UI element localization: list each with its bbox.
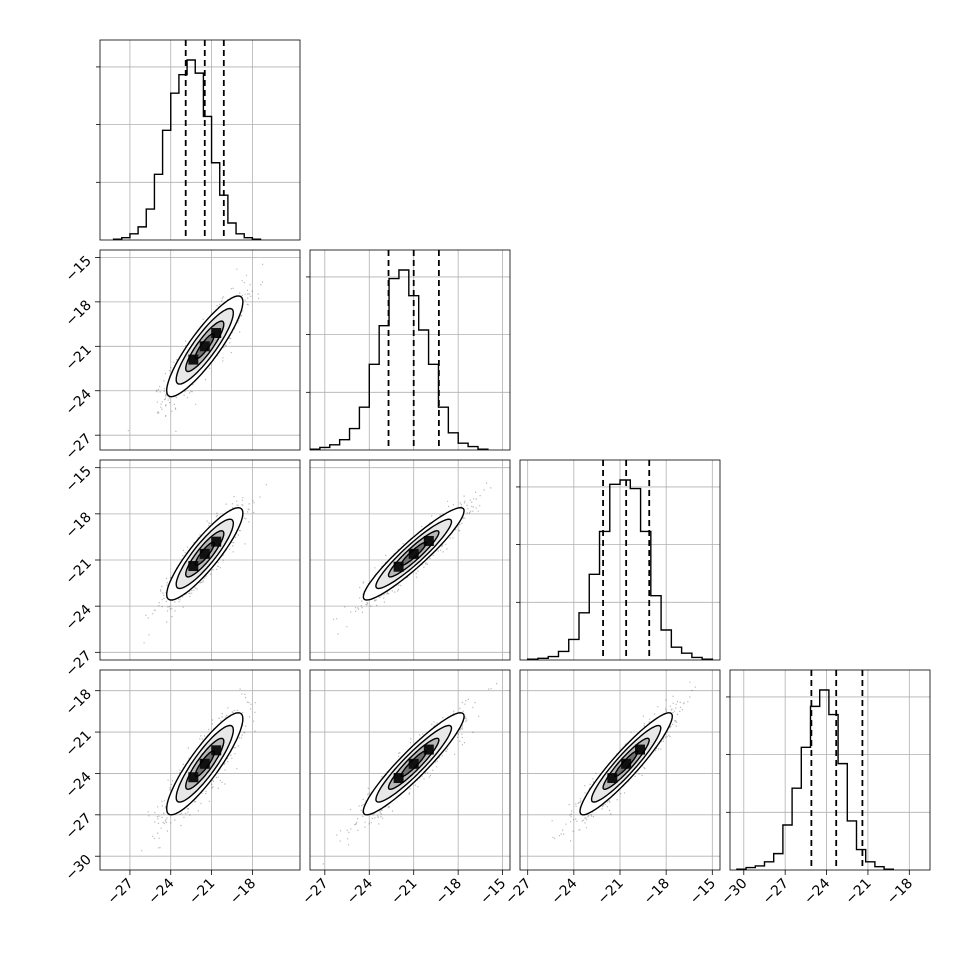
y-tick-label: −15 [63,253,95,285]
contour-line [175,307,235,385]
density-core [188,772,199,783]
y-tick-label: −27 [63,431,95,463]
x-tick-label: −21 [388,876,420,908]
contour-line [387,530,440,578]
x-tick-label: −15 [477,876,509,908]
contour-line [184,530,225,578]
density-core [199,548,210,559]
density-core [607,773,618,784]
contour-line [590,724,662,803]
x-tick-label: −21 [843,876,875,908]
x-tick-label: −24 [548,875,580,907]
density-core [621,758,632,769]
hist-frame [99,39,301,241]
panel-frame [99,249,301,451]
scatter-panel-1-3 [100,460,300,660]
density-core [199,341,210,352]
contour-line [194,541,215,567]
contour-line [184,737,225,791]
hist-frame [519,459,721,661]
y-tick-label: −27 [63,648,95,680]
density-core [211,327,222,338]
panel-frame [309,669,511,871]
y-tick-label: −21 [63,728,95,760]
contour-line [375,518,453,590]
x-tick-label: −18 [433,876,465,908]
x-tick-label: −18 [884,876,916,908]
histogram-step [526,479,714,660]
density-core [199,758,210,769]
contour-line [175,724,234,803]
contour-line [184,320,225,373]
scatter-panel-3-4 [520,670,720,870]
contour-line [194,332,216,360]
density-core [408,548,419,559]
hist-panel-2 [310,250,510,450]
density-core [188,561,199,572]
density-core [635,744,645,755]
x-tick-label: −30 [718,876,750,908]
contour-line [362,506,465,601]
y-tick-label: −21 [63,556,95,588]
panel-frame [309,459,511,661]
x-tick-label: −24 [801,875,833,907]
density-core [423,744,434,755]
y-tick-label: −24 [63,602,95,634]
y-tick-label: −27 [63,810,95,842]
hist-panel-1 [100,40,300,240]
scatter-panel-1-2 [100,250,300,450]
y-tick-label: −30 [63,852,95,884]
contour-line [602,737,650,790]
x-tick-label: −24 [344,875,376,907]
density-core [211,536,222,547]
y-tick-label: −24 [63,769,95,801]
contour-line [613,750,639,778]
y-tick-label: −21 [63,342,95,374]
contour-line [175,518,234,590]
x-tick-label: −18 [227,876,259,908]
hist-frame [309,249,511,451]
x-tick-label: −27 [299,876,331,908]
contour-line [165,712,244,816]
contour-line [362,712,465,816]
histogram-step [736,689,894,870]
contour-line [375,724,453,803]
y-tick-label: −15 [63,463,95,495]
density-core [408,758,419,769]
contour-line [579,712,674,816]
contour-line [165,506,244,601]
contour-line [165,295,244,398]
hist-panel-4 [730,670,930,870]
density-core [393,561,404,572]
contour-line [387,737,440,791]
density-core [423,535,434,546]
y-tick-label: −24 [63,386,95,418]
x-tick-label: −24 [145,875,177,907]
contour-line [400,541,427,567]
x-tick-label: −27 [502,876,534,908]
x-tick-label: −21 [595,876,627,908]
histogram-step [310,269,489,450]
hist-panel-3 [520,460,720,660]
y-tick-label: −18 [63,686,95,718]
contour-line [194,750,215,778]
histogram-step [112,59,262,240]
x-tick-label: −27 [760,876,792,908]
x-tick-label: −18 [641,876,673,908]
scatter-panel-1-4 [100,670,300,870]
scatter-panel-2-3 [310,460,510,660]
density-core [211,745,222,756]
density-core [188,354,199,365]
contour-line [400,750,428,778]
x-tick-label: −15 [687,876,719,908]
scatter-panel-2-4 [310,670,510,870]
hist-frame [729,669,931,871]
panel-frame [99,669,301,871]
y-tick-label: −18 [63,509,95,541]
x-tick-label: −21 [186,876,218,908]
density-core [393,773,404,784]
y-tick-label: −18 [63,297,95,329]
x-tick-label: −27 [105,876,137,908]
